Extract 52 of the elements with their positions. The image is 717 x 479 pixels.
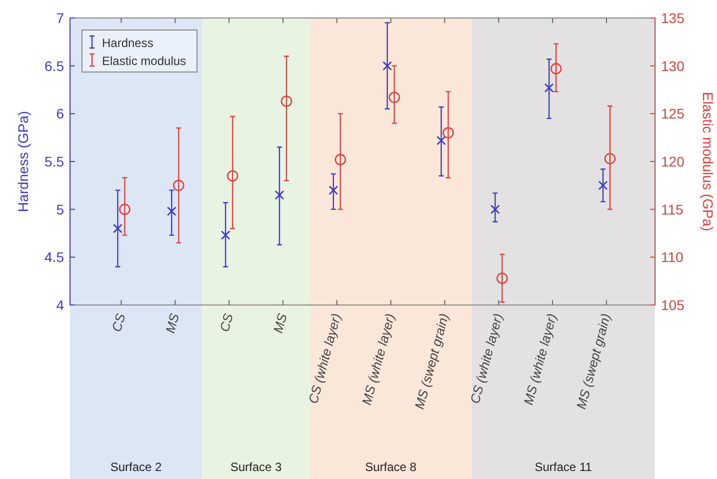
- point: [172, 180, 184, 192]
- point: [604, 152, 616, 164]
- point: [334, 154, 346, 166]
- y-tick-label: 5: [56, 201, 64, 218]
- y-axis-title: Hardness (GPa): [15, 110, 31, 212]
- x-tick-label: CS: [216, 312, 236, 334]
- point: [113, 224, 122, 234]
- text: Surface 2: [110, 460, 162, 474]
- point: [550, 63, 562, 74]
- point: [388, 92, 400, 104]
- x-tick-label: MS (white layer): [358, 312, 398, 406]
- point: [166, 206, 176, 216]
- y-tick-label: 6.5: [44, 58, 64, 74]
- point: [226, 170, 238, 182]
- legend-label: Hardness: [102, 36, 154, 50]
- text: Surface 8: [365, 460, 417, 474]
- point: [544, 83, 554, 93]
- y-tick-label: 4: [56, 297, 64, 313]
- legend-label: Elastic modulus: [102, 54, 186, 68]
- x-tick-label: CS (white layer): [305, 312, 344, 406]
- y2-tick-label: 135: [661, 10, 685, 26]
- point: [496, 272, 508, 284]
- x-tick-label: MS (swept grain): [412, 312, 452, 411]
- point: [442, 127, 454, 138]
- y-tick-label: 4.5: [44, 249, 64, 266]
- y-tick-label: 7: [56, 10, 64, 26]
- y-tick-label: 6: [56, 106, 64, 122]
- point: [490, 204, 500, 214]
- x-tick-label: MS: [162, 312, 182, 335]
- x-tick-label: MS (white layer): [520, 312, 560, 406]
- y2-tick-label: 105: [661, 297, 685, 313]
- y2-axis-title: Elastic modulus (GPa): [700, 92, 716, 232]
- text: Surface 3: [230, 460, 282, 474]
- text: Surface 11: [534, 460, 592, 474]
- y2-tick-label: 130: [661, 58, 685, 74]
- point: [274, 190, 284, 200]
- x-tick-label: CS: [108, 312, 128, 334]
- point: [220, 230, 230, 240]
- point: [119, 204, 130, 215]
- point: [598, 180, 608, 190]
- point: [436, 136, 446, 146]
- y2-tick-label: 115: [661, 201, 684, 218]
- y2-tick-label: 110: [661, 249, 684, 266]
- point: [280, 96, 292, 107]
- x-tick-label: MS: [270, 312, 290, 335]
- x-tick-label: CS (white layer): [467, 312, 506, 406]
- point: [328, 186, 338, 195]
- y2-tick-label: 120: [661, 154, 685, 170]
- point: [382, 61, 392, 71]
- y2-tick-label: 125: [661, 106, 685, 122]
- x-tick-label: MS (swept grain): [573, 312, 614, 411]
- y-tick-label: 5.5: [44, 154, 64, 170]
